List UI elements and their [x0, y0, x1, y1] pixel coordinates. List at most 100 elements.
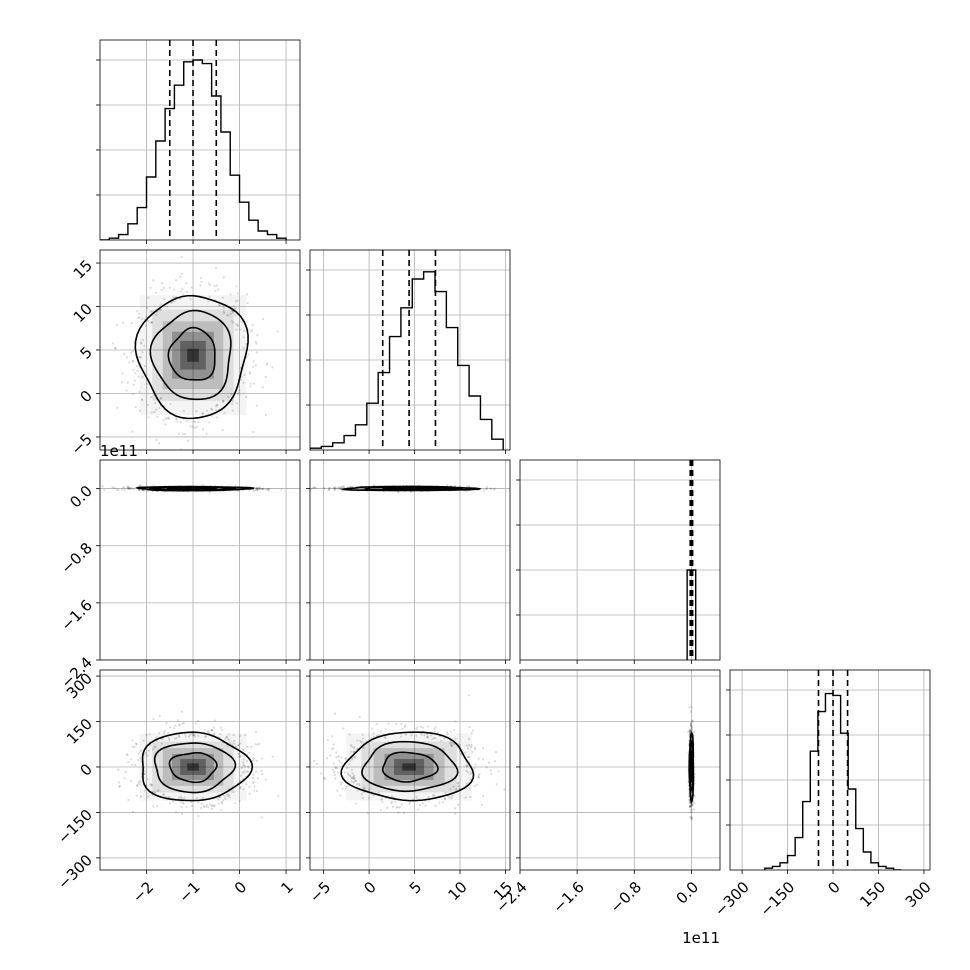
scatter-point — [115, 488, 118, 491]
scatter-point — [339, 794, 342, 797]
scatter-point — [328, 486, 331, 490]
scatter-point — [267, 487, 270, 491]
scatter-point — [145, 733, 148, 737]
scatter-point — [210, 804, 213, 807]
scatter-point — [404, 724, 407, 727]
scatter-point — [208, 295, 211, 298]
scatter-point — [190, 804, 194, 807]
panel-content — [520, 460, 720, 660]
scatter-point — [690, 817, 693, 820]
scatter-point — [432, 737, 436, 740]
scatter-point — [220, 800, 223, 804]
scatter-point — [258, 486, 261, 489]
scatter-point — [253, 789, 256, 792]
scatter-point — [467, 738, 471, 741]
density-cell — [689, 748, 694, 786]
scatter-point — [457, 803, 460, 806]
panel-content — [310, 250, 510, 450]
scatter-point — [416, 726, 419, 729]
scatter-point — [222, 399, 225, 402]
scatter-point — [689, 803, 693, 806]
scatter-point — [129, 780, 132, 783]
scatter-point — [690, 803, 693, 806]
scatter-point — [691, 719, 694, 722]
scatter-point — [315, 762, 319, 765]
y-tick-label: 15 — [70, 256, 96, 282]
scatter-point — [337, 487, 340, 491]
scatter-point — [181, 722, 184, 725]
x-tick-label: −1.6 — [549, 878, 587, 916]
scatter-point — [352, 777, 355, 780]
scatter-point — [495, 783, 498, 786]
scatter-point — [352, 746, 355, 749]
scatter-point — [220, 809, 223, 812]
scatter-point — [194, 735, 197, 738]
scatter-point — [178, 735, 181, 738]
scatter-point — [328, 487, 331, 490]
scatter-point — [150, 784, 153, 787]
scatter-point — [358, 782, 361, 786]
scatter-point — [426, 735, 429, 738]
scatter-point — [356, 739, 359, 742]
scatter-point — [258, 742, 261, 745]
scatter-point — [214, 289, 217, 293]
scatter-point — [215, 284, 219, 287]
scatter-point — [360, 741, 363, 744]
scatter-point — [211, 729, 214, 732]
scatter-point — [195, 425, 198, 428]
scatter-point — [691, 804, 694, 807]
scatter-point — [151, 748, 155, 751]
scatter-point — [121, 381, 124, 384]
scatter-point — [689, 722, 693, 725]
scatter-point — [240, 766, 243, 769]
scatter-point — [156, 805, 159, 808]
scatter-point — [127, 760, 130, 764]
scatter-point — [386, 806, 389, 809]
scatter-point — [457, 785, 461, 788]
scatter-point — [222, 307, 226, 310]
scatter-point — [335, 756, 338, 759]
scatter-point — [693, 782, 696, 785]
scatter-point — [468, 787, 471, 790]
scatter-point — [394, 800, 397, 803]
scatter-point — [189, 733, 192, 736]
scatter-point — [401, 727, 404, 731]
scatter-point — [415, 734, 418, 737]
scatter-point — [182, 721, 185, 725]
scatter-point — [341, 485, 345, 488]
scatter-point — [470, 732, 474, 735]
scatter-point — [111, 486, 114, 489]
scatter-point — [197, 421, 200, 424]
scatter-point — [212, 726, 215, 729]
scatter-point — [152, 805, 155, 808]
scatter-point — [395, 723, 398, 726]
scatter-point — [466, 485, 469, 488]
scatter-point — [434, 804, 437, 807]
scatter-point — [331, 735, 334, 738]
scatter-point — [465, 782, 468, 785]
scatter-point — [268, 487, 271, 490]
scatter-point — [689, 808, 692, 811]
scatter-point — [139, 749, 142, 752]
scatter-point — [206, 730, 209, 733]
scatter-point — [690, 808, 693, 811]
scatter-point — [237, 744, 240, 747]
panel-frame — [729, 669, 931, 871]
scatter-point — [155, 438, 158, 441]
scatter-point — [420, 725, 423, 728]
scatter-point — [227, 733, 230, 736]
scatter-point — [688, 706, 691, 709]
scatter-point — [255, 351, 258, 354]
scatter-point — [368, 788, 371, 791]
scatter-point — [361, 796, 365, 800]
scatter-point — [218, 796, 222, 799]
scatter-point — [193, 421, 197, 424]
x-tick-label: 0 — [360, 878, 379, 897]
scatter-point — [689, 811, 692, 814]
scatter-point — [193, 733, 196, 737]
scatter-point — [180, 797, 183, 800]
scatter-point — [141, 317, 144, 321]
scatter-point — [485, 485, 489, 488]
scatter-point — [192, 420, 195, 423]
scatter-point — [173, 737, 176, 740]
